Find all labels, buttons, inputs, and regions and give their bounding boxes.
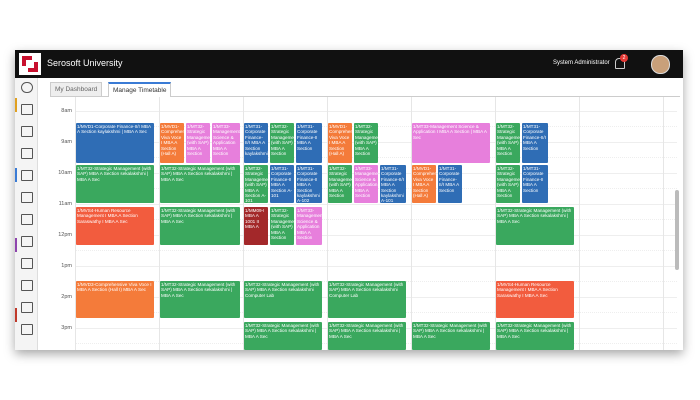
grid-line	[75, 219, 677, 220]
timetable-event[interactable]: 1/MT32-Strategic Management (with SAP) M…	[160, 165, 240, 203]
grid-line	[75, 266, 677, 267]
tab[interactable]: My Dashboard	[50, 82, 103, 96]
timetable-event[interactable]: 1/MT32-Strategic Management (with SAP) M…	[76, 165, 154, 203]
timetable-event[interactable]: 1/MT31-Corporate Finance-II MBA A Sectio…	[522, 165, 548, 203]
timetable-event[interactable]: 1/MT32-Strategic Management (with SAP) M…	[160, 281, 240, 318]
menu-icon[interactable]	[21, 170, 33, 181]
time-label: 9am	[61, 139, 72, 145]
tab-bar: My Dashboard Manage Timetable	[50, 80, 680, 97]
app-window: Serosoft University System Administrator…	[15, 50, 683, 350]
time-label: 8am	[61, 108, 72, 114]
timetable-event[interactable]: 1/MT32-Strategic Management (with SAP) M…	[270, 123, 294, 163]
timetable-event[interactable]: 1/MVD3-Comprehensive Viva Voce I MBA A S…	[76, 281, 154, 318]
timetable-event[interactable]: 1/MT32-Strategic Management (with SAP) M…	[244, 322, 322, 350]
time-label: 11am	[58, 201, 72, 207]
grid-line	[159, 97, 160, 350]
menu-icon[interactable]	[21, 126, 33, 137]
grid-line	[75, 235, 677, 236]
timetable-event[interactable]: 1/MT31-Corporate Finance-II/I MBA A Sect…	[438, 165, 462, 203]
timetable-event[interactable]: 1/MT31-Corporate Finance-II MBA A Sectio…	[270, 165, 294, 203]
grid-line	[243, 97, 244, 350]
menu-icon[interactable]	[21, 236, 33, 247]
timetable-event[interactable]: 1/MT31-Corporate Finance-II MBA A Sectio…	[296, 165, 322, 203]
timetable-event[interactable]: 1/MT32-Strategic Management (with SAP) M…	[270, 207, 294, 245]
time-label: 10am	[58, 170, 72, 176]
timetable-event[interactable]: 1/MT32-Strategic Management (with SAP) M…	[160, 207, 240, 245]
tab[interactable]: Manage Timetable	[108, 82, 172, 97]
grid-line	[495, 97, 496, 350]
timetable-event[interactable]: 1/MVS4-Human Resource Management I MBA A…	[496, 281, 574, 318]
timetable-event[interactable]: 1/MVD1-Corporate Finance-II/I MBA A Sect…	[76, 123, 154, 163]
time-label: 12pm	[58, 232, 72, 238]
timetable-event[interactable]: 1/MVD1-Comprehensive Viva Voce I MBA A S…	[160, 123, 184, 163]
timetable-event[interactable]: 1/MT31-Corporate Finance-II/I MBA A Sect…	[244, 123, 268, 163]
sidebar	[15, 78, 38, 350]
grid-line	[75, 250, 677, 251]
timetable-event[interactable]: 1/MT33-Management Science & Application …	[296, 207, 322, 245]
user-name[interactable]: System Administrator	[553, 60, 610, 66]
grid-line	[75, 111, 677, 112]
timetable-event[interactable]: 1/MT32-Strategic Management (with SAP) M…	[412, 322, 490, 350]
grid-line	[75, 97, 76, 350]
timetable-event[interactable]: 1/MT32-Strategic Management (with SAP) M…	[328, 322, 406, 350]
grid-line	[663, 97, 664, 350]
app-title: Serosoft University	[47, 58, 123, 68]
timetable-event[interactable]: 1/MT33-Management Science & Application …	[354, 165, 378, 203]
logo[interactable]	[19, 53, 41, 75]
timetable-event[interactable]: 1/MVD1-Comprehensive Viva Voce I MBA A S…	[328, 123, 352, 163]
time-label: 3pm	[61, 325, 72, 331]
avatar[interactable]	[651, 55, 670, 74]
timetable-event[interactable]: 1/MT31-Corporate Finance-II MBA A Sectio…	[296, 123, 322, 163]
timetable-event[interactable]: 1/MVS4-Human Resource Management I MBA A…	[76, 207, 154, 245]
timetable-event[interactable]: 1/MT33-Management Science & Application …	[412, 123, 490, 163]
menu-icon[interactable]	[21, 324, 33, 335]
timetable-event[interactable]: 1/MT32-Strategic Management (with SAP) M…	[496, 207, 574, 245]
menu-icon[interactable]	[21, 104, 33, 115]
timetable-event[interactable]: 1/MT32-Strategic Management (with SAP) M…	[496, 165, 520, 203]
grid-line	[75, 204, 677, 205]
timetable-event[interactable]: 1/MT32-Strategic Management (with SAP) M…	[328, 281, 406, 318]
notification-badge: 2	[620, 54, 628, 62]
menu-icon[interactable]	[21, 214, 33, 225]
timetable-event[interactable]: 1/MVD1-Comprehensive Viva Voce I MBA A S…	[412, 165, 436, 203]
menu-icon[interactable]	[21, 280, 33, 291]
timetable-event[interactable]: 1/MT31-Corporate Finance-II/I MBA A Sect…	[522, 123, 548, 163]
timetable-event[interactable]: 1/MT32-Strategic Management (with SAP) M…	[496, 322, 574, 350]
timetable-event[interactable]: 1/MT32-Strategic Management (with SAP) M…	[186, 123, 210, 163]
search-icon[interactable]	[21, 82, 33, 93]
time-label: 2pm	[61, 294, 72, 300]
timetable-event[interactable]: 1/MM09-I MBA A 1001 II MBA A	[244, 207, 268, 245]
timetable-event[interactable]: 1/MT31-Corporate Finance-II/I MBA A Sect…	[380, 165, 406, 203]
menu-icon[interactable]	[21, 302, 33, 313]
menu-icon[interactable]	[21, 258, 33, 269]
timetable-grid: 8am 9am 10am 11am 12pm 1pm 2pm 3pm 1/MVD1-Corpor…	[50, 97, 680, 350]
grid-line	[411, 97, 412, 350]
top-bar: Serosoft University System Administrator…	[15, 50, 683, 78]
timetable-event[interactable]: 1/MT33-Management Science & Application …	[212, 123, 240, 163]
grid-line	[579, 97, 580, 350]
timetable-event[interactable]: 1/MT32-Strategic Management (with SAP) M…	[244, 281, 322, 318]
timetable-event[interactable]: 1/MT32-Strategic Management (with SAP) M…	[244, 165, 268, 203]
menu-icon[interactable]	[21, 192, 33, 203]
grid-line	[327, 97, 328, 350]
timetable-event[interactable]: 1/MT32-Strategic Management (with SAP) M…	[328, 165, 352, 203]
scrollbar[interactable]	[675, 190, 679, 270]
timetable-event[interactable]: 1/MT32-Strategic Management (with SAP) M…	[496, 123, 520, 163]
timetable-event[interactable]: 1/MT32-Strategic Management (with SAP) M…	[354, 123, 378, 163]
menu-icon[interactable]	[21, 148, 33, 159]
time-label: 1pm	[61, 263, 72, 269]
